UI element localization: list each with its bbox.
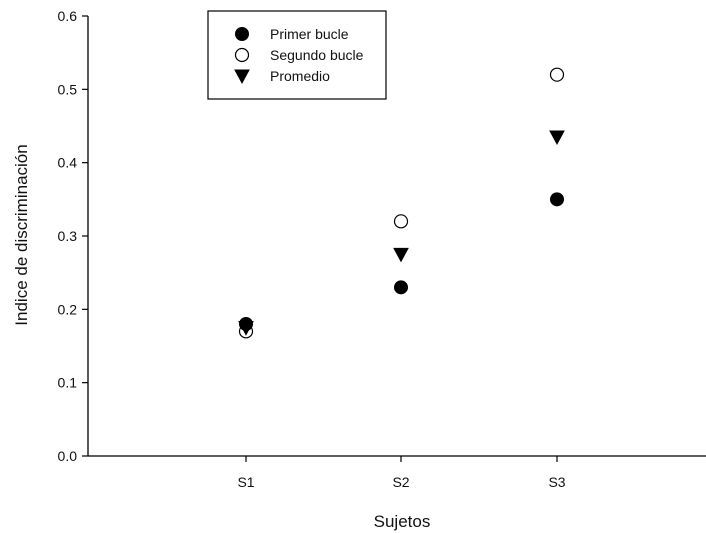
legend-marker <box>235 27 249 41</box>
y-tick-label: 0.6 <box>58 8 78 24</box>
point-series-2 <box>393 214 409 229</box>
y-tick-label: 0.1 <box>58 375 78 391</box>
y-tick-label: 0.2 <box>58 301 78 317</box>
axes <box>87 16 706 457</box>
point-series-1 <box>394 280 408 295</box>
point-series-3 <box>549 130 565 146</box>
y-tick-label: 0.0 <box>58 448 78 464</box>
x-tick-label: S1 <box>237 474 254 490</box>
x-axis-ticks: S1 S2 S3 <box>237 456 566 490</box>
data-points <box>238 67 565 339</box>
point-series-3 <box>238 321 254 336</box>
legend: Primer bucle Segundo bucle Promedio <box>207 10 387 100</box>
x-tick-label: S3 <box>548 474 565 490</box>
y-tick-label: 0.3 <box>58 228 78 244</box>
legend-label: Segundo bucle <box>270 47 364 63</box>
legend-label: Promedio <box>270 68 330 84</box>
legend-label: Primer bucle <box>270 26 349 42</box>
y-tick-label: 0.4 <box>58 155 78 171</box>
y-tick-label: 0.5 <box>58 81 78 97</box>
x-axis-title: Sujetos <box>374 512 431 531</box>
x-tick-label: S2 <box>392 474 409 490</box>
y-axis-ticks: 0.0 0.1 0.2 0.3 0.4 0.5 0.6 <box>58 8 88 464</box>
legend-marker <box>234 47 250 63</box>
legend-marker <box>234 69 250 85</box>
point-series-2 <box>549 67 565 82</box>
y-axis-title: Indice de discriminación <box>12 144 31 325</box>
point-series-3 <box>393 247 409 263</box>
point-series-1 <box>550 192 564 207</box>
